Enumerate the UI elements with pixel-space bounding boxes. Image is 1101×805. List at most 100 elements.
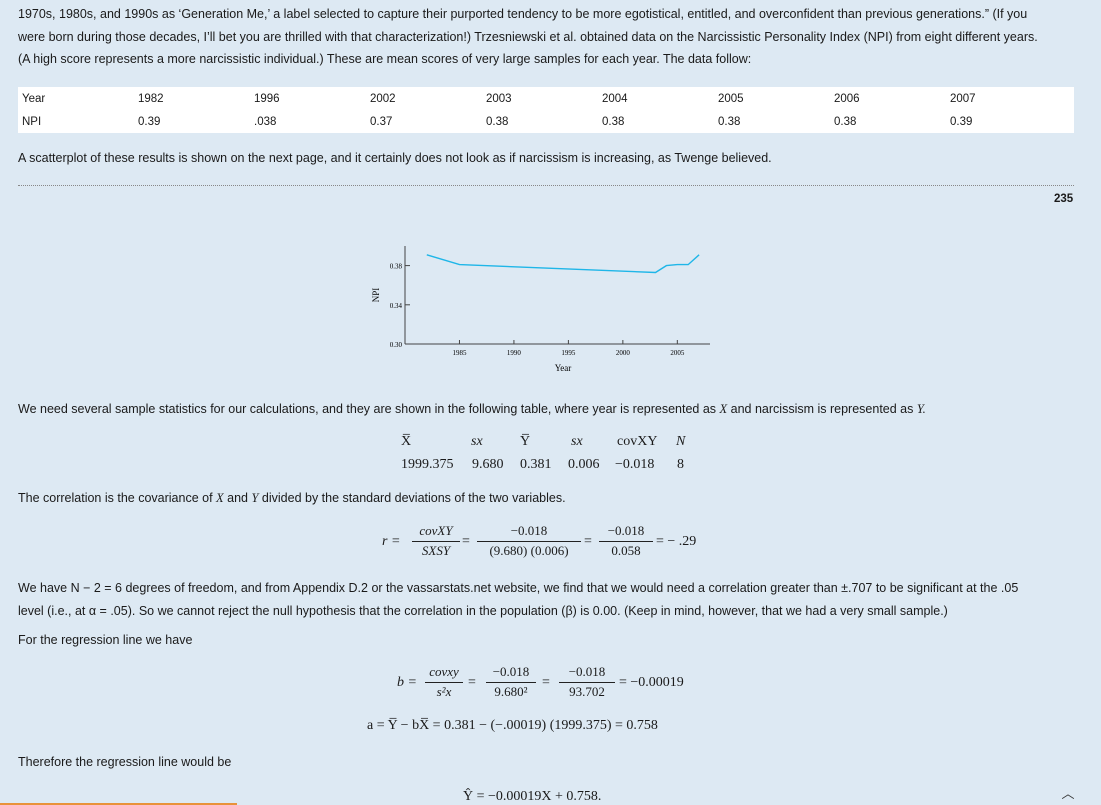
table-row-year: Year 1982 1996 2002 2003 2004 2005 2006 … (18, 87, 1074, 110)
year-row-label: Year (22, 92, 46, 105)
equals-sign: = (584, 534, 592, 549)
scatterplot-intro: A scatterplot of these results is shown … (18, 151, 772, 165)
correlation-intro: The correlation is the covariance of X a… (18, 487, 1083, 510)
r-frac3-num: −0.018 (607, 523, 645, 538)
npi-cell: 0.37 (370, 115, 393, 128)
r-frac1-bar (412, 541, 460, 542)
significance-line-1: We have N − 2 = 6 degrees of freedom, an… (18, 581, 1019, 595)
npi-line-chart: 0.30 0.34 0.38 1985 1990 1995 2000 2005 Year N… (371, 246, 710, 373)
stats-intro: We need several sample statistics for ou… (18, 398, 1083, 421)
var-x: X (719, 402, 728, 416)
npi-cell: 0.38 (718, 115, 741, 128)
b-frac3-num: −0.018 (568, 664, 606, 679)
npi-series-line (426, 254, 700, 274)
equals-sign: = (462, 534, 470, 549)
equals-sign: = (468, 675, 476, 690)
intro-line-3: (A high score represents a more narcissi… (18, 52, 752, 66)
regression-intro: For the regression line we have (18, 633, 193, 647)
significance-line-2: level (i.e., at α = .05). So we cannot r… (18, 603, 948, 618)
year-cell: 2006 (834, 92, 860, 105)
b-frac2-bar (486, 682, 536, 683)
stat-header-sy: sx (571, 434, 583, 449)
intro-line-1: 1970s, 1980s, and 1990s as ‘Generation M… (18, 7, 1028, 21)
npi-cell: .038 (254, 115, 277, 128)
b-frac1-num: covxy (429, 664, 459, 679)
y-tick-label: 0.38 (390, 263, 403, 271)
correlation-intro-end: divided by the standard deviations of th… (258, 491, 566, 505)
year-cell: 2004 (602, 92, 628, 105)
x-axis-label: Year (555, 363, 572, 373)
r-frac2-num: −0.018 (510, 523, 548, 538)
equals-sign: = (542, 675, 550, 690)
r-frac3-bar (599, 541, 653, 542)
y-tick-label: 0.34 (390, 302, 403, 310)
regression-conclusion: Therefore the regression line would be (18, 755, 232, 769)
r-frac2-den: (9.680) (0.006) (489, 543, 569, 558)
reading-progress-bar (0, 803, 237, 805)
intercept-equation: a = Y̅ − bX̅ = 0.381 − (−.00019) (1999.3… (367, 718, 658, 733)
npi-cell: 0.39 (950, 115, 973, 128)
npi-data-table: Year 1982 1996 2002 2003 2004 2005 2006 … (18, 87, 1074, 133)
chart-axes (404, 246, 710, 345)
x-tick-label: 1985 (452, 349, 467, 357)
x-tick-label: 2005 (670, 349, 685, 357)
npi-cell: 0.38 (834, 115, 857, 128)
b-frac3-den: 93.702 (569, 684, 605, 699)
stat-header-ybar: Y̅ (520, 434, 531, 449)
npi-row-label: NPI (22, 115, 42, 128)
significance-paragraph: We have N − 2 = 6 degrees of freedom, an… (18, 577, 1083, 622)
correlation-intro-mid: and (223, 491, 252, 505)
intro-paragraph: 1970s, 1980s, and 1990s as ‘Generation M… (18, 3, 1083, 71)
b-frac1-den: s²x (436, 684, 452, 699)
x-ticks: 1985 1990 1995 2000 2005 (452, 340, 685, 357)
y-tick-label: 0.30 (390, 341, 403, 349)
r-result: = − .29 (656, 534, 697, 549)
b-frac3-bar (559, 682, 615, 683)
b-lhs: b = (397, 675, 417, 690)
stat-value-ybar: 0.381 (520, 457, 552, 472)
var-y: Y. (916, 402, 926, 416)
b-frac2-den: 9.680² (494, 684, 528, 699)
stat-header-xbar: X̅ (401, 434, 412, 449)
chevron-up-icon: ︿ (1061, 786, 1075, 801)
stat-value-n: 8 (677, 457, 684, 472)
scroll-to-top-button[interactable]: ︿ (1058, 786, 1078, 802)
page-break-divider (18, 185, 1074, 186)
stat-header-sx: sx (471, 434, 483, 449)
stats-intro-mid: and narcissism is represented as (727, 402, 917, 416)
b-frac1-bar (425, 682, 463, 683)
r-frac2-bar (477, 541, 581, 542)
stat-value-sx: 9.680 (472, 457, 504, 472)
stat-value-sy: 0.006 (568, 457, 600, 472)
npi-cell: 0.39 (138, 115, 161, 128)
year-cell: 2003 (486, 92, 512, 105)
b-frac2-num: −0.018 (492, 664, 530, 679)
y-axis-label: NPI (371, 288, 381, 303)
r-lhs: r = (382, 534, 401, 549)
x-tick-label: 2000 (616, 349, 631, 357)
stat-value-cov: −0.018 (615, 457, 655, 472)
regression-line-equation: Ŷ = −0.00019X + 0.758. (463, 789, 602, 804)
y-ticks: 0.30 0.34 0.38 (390, 263, 410, 349)
x-tick-label: 1995 (561, 349, 576, 357)
r-frac3-den: 0.058 (611, 543, 641, 558)
npi-cell: 0.38 (602, 115, 625, 128)
r-frac1-num: covXY (419, 523, 453, 538)
page-number: 235 (1054, 193, 1074, 205)
stat-value-xbar: 1999.375 (401, 457, 454, 472)
year-cell: 1996 (254, 92, 280, 105)
var-y: Y (251, 491, 259, 505)
year-cell: 2007 (950, 92, 976, 105)
year-cell: 1982 (138, 92, 164, 105)
table-row-npi: NPI 0.39 .038 0.37 0.38 0.38 0.38 0.38 0… (18, 110, 1074, 133)
stat-header-n: N (676, 434, 686, 449)
year-cell: 2002 (370, 92, 396, 105)
stats-intro-text: We need several sample statistics for ou… (18, 402, 720, 416)
var-x: X (216, 491, 224, 505)
correlation-intro-text: The correlation is the covariance of (18, 491, 217, 505)
intro-line-2: were born during those decades, I’ll bet… (18, 29, 1038, 44)
x-tick-label: 1990 (507, 349, 522, 357)
npi-cell: 0.38 (486, 115, 509, 128)
b-result: = −0.00019 (619, 675, 684, 690)
stat-header-cov: covXY (617, 434, 658, 449)
